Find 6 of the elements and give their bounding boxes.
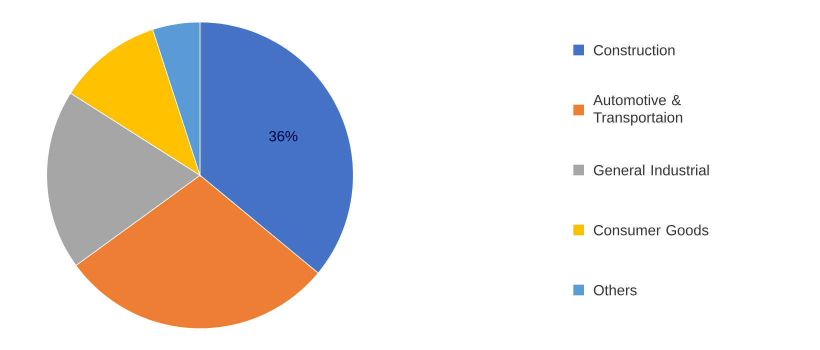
legend-label: Automotive & Transportaion	[593, 94, 682, 126]
legend-label: Construction	[594, 44, 675, 56]
legend-label: General Industrial	[594, 164, 709, 176]
legend-label: Consumer Goods	[594, 224, 708, 236]
data-label: 36%	[269, 130, 298, 142]
legend-label: Others	[594, 284, 637, 296]
